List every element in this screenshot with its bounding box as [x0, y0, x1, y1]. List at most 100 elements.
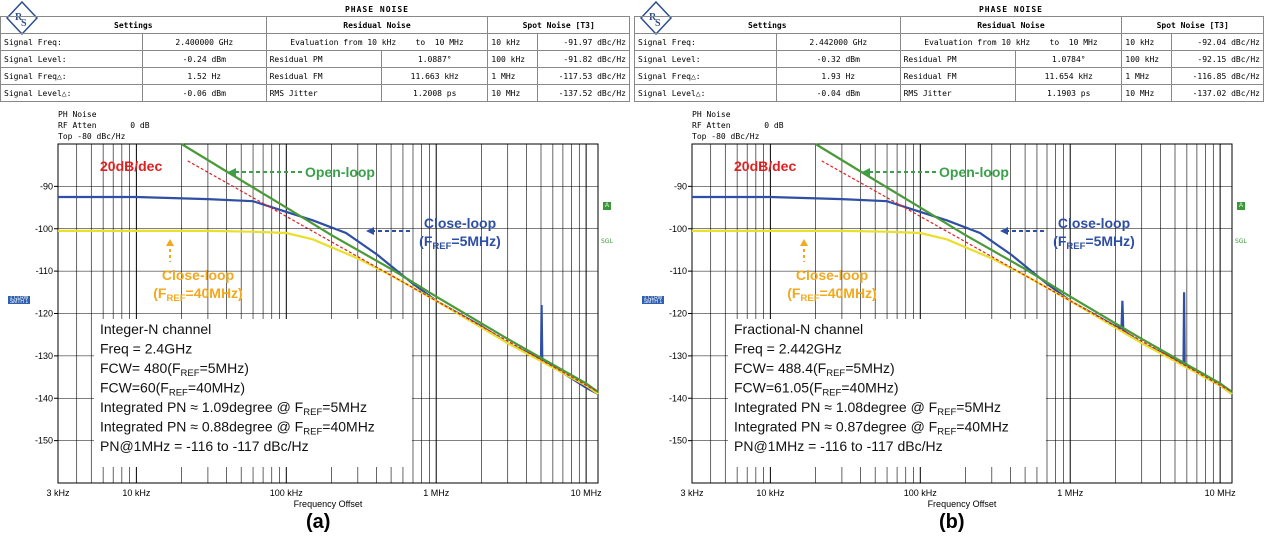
slope-annotation: 20dB/dec: [734, 158, 796, 174]
close40-label-line1: Close-loop: [796, 267, 868, 283]
y-tick-label: -140: [35, 393, 53, 403]
x-axis-label: Frequency Offset: [928, 499, 997, 509]
info-line: PN@1MHz = -116 to -117 dBc/Hz: [100, 438, 309, 454]
close5-label-line1: Close-loop: [1058, 215, 1130, 231]
y-tick-label: -140: [669, 393, 687, 403]
residual-value: 1.2008 ps: [381, 84, 489, 102]
phase-noise-chart: -90 -100 -110 -120 -130 -140 -150 3 kHz 10 kHz 10…: [35, 143, 603, 509]
residual-value: 1.1903 ps: [1015, 84, 1123, 102]
info-line: Freq = 2.442GHz: [734, 341, 842, 357]
spot-freq: 10 MHz: [487, 84, 539, 102]
x-tick-label: 3 kHz: [680, 488, 704, 498]
x-tick-label: 10 MHz: [1205, 488, 1237, 498]
panel-b: R S PHASE NOISE Settings Residual Noise …: [634, 0, 1264, 542]
phase-noise-header: PHASE NOISE Settings Residual Noise Spot…: [634, 3, 1264, 107]
meta-line: PH Noise: [58, 110, 97, 119]
info-line: Integrated PN ≈ 1.09degree @ FREF=5MHz: [100, 399, 367, 418]
info-line: PN@1MHz = -116 to -117 dBc/Hz: [734, 438, 943, 454]
series-line-open: [180, 143, 599, 393]
phase-noise-chart: -90 -100 -110 -120 -130 -140 -150 3 kHz 10 kHz 10…: [669, 143, 1237, 509]
setting-value: -0.06 dBm: [141, 84, 267, 102]
info-line: Integrated PN ≈ 0.88degree @ FREF=40MHz: [100, 419, 375, 438]
spot-value: -137.02 dBc/Hz: [1171, 84, 1264, 102]
series-line-close40: [58, 229, 599, 395]
panel-a: R S PHASE NOISE Settings Residual Noise …: [0, 0, 630, 542]
y-tick-label: -100: [35, 224, 53, 234]
y-tick-label: -110: [670, 266, 687, 276]
y-tick-label: -150: [35, 436, 53, 446]
meta-line: PH Noise: [692, 110, 731, 119]
x-tick-label: 3 kHz: [46, 488, 70, 498]
sgl-marker: SGL: [1235, 238, 1247, 245]
y-tick-label: -100: [669, 224, 687, 234]
close40-label-line2: (FREF=40MHz): [153, 285, 242, 304]
close5-arrowhead: [366, 227, 374, 235]
meta-line: RF Atten 0 dB: [58, 121, 150, 130]
open-loop-label: Open-loop: [305, 164, 375, 180]
meta-line: Top -80 dBc/Hz: [692, 132, 760, 141]
close40-arrowhead: [800, 239, 808, 246]
panel-caption: (a): [306, 511, 331, 533]
slope-annotation: 20dB/dec: [100, 158, 162, 174]
sgl-marker: SGL: [601, 238, 613, 245]
trace-meta: PH Noise RF Atten 0 dB Top -80 dBc/Hz: [692, 109, 784, 142]
trace-mode-badge: 1 CLRW SMTH 1: [642, 295, 664, 305]
trace-mode-badge: 1 CLRW SMTH 1: [8, 295, 30, 305]
info-box: [728, 319, 1046, 467]
info-box: [94, 319, 412, 467]
close40-label-line1: Close-loop: [162, 267, 234, 283]
x-tick-label: 10 kHz: [756, 488, 785, 498]
phase-noise-header: PHASE NOISE Settings Residual Noise Spot…: [0, 3, 630, 107]
y-tick-label: -120: [669, 309, 687, 319]
close5-label-line1: Close-loop: [424, 215, 496, 231]
header-title: PHASE NOISE: [344, 5, 409, 14]
close5-label-line2: (FREF=5MHz): [1053, 233, 1135, 252]
series-line-open: [814, 143, 1233, 393]
y-tick-label: -110: [36, 266, 53, 276]
setting-label: Signal Level△:: [0, 84, 143, 102]
y-tick-label: -120: [35, 309, 53, 319]
close5-arrowhead: [1000, 227, 1008, 235]
y-tick-label: -130: [669, 351, 687, 361]
open-loop-arrowhead: [862, 168, 870, 176]
info-line: FCW=61.05(FREF=40MHz): [734, 380, 899, 399]
info-line: FCW= 488.4(FREF=5MHz): [734, 360, 895, 379]
x-tick-label: 10 MHz: [571, 488, 603, 498]
info-line: FCW=60(FREF=40MHz): [100, 380, 245, 399]
open-loop-label: Open-loop: [939, 164, 1009, 180]
spot-value: -137.52 dBc/Hz: [537, 84, 630, 102]
setting-label: Signal Level△:: [634, 84, 777, 102]
info-line: Integrated PN ≈ 1.08degree @ FREF=5MHz: [734, 399, 1001, 418]
spot-freq: 10 MHz: [1121, 84, 1173, 102]
trace-a-marker: A: [1237, 202, 1245, 210]
info-line: Integer-N channel: [100, 321, 211, 337]
info-line: Freq = 2.4GHz: [100, 341, 192, 357]
x-tick-label: 1 MHz: [1057, 488, 1084, 498]
x-tick-label: 100 kHz: [904, 488, 938, 498]
x-tick-label: 10 kHz: [122, 488, 151, 498]
series-line-slope: [187, 160, 599, 393]
close5-label-line2: (FREF=5MHz): [419, 233, 501, 252]
info-line: Fractional-N channel: [734, 321, 863, 337]
y-tick-label: -130: [35, 351, 53, 361]
info-line: FCW= 480(FREF=5MHz): [100, 360, 249, 379]
y-tick-label: -90: [674, 181, 687, 191]
y-tick-label: -90: [40, 181, 53, 191]
trace-meta: PH Noise RF Atten 0 dB Top -80 dBc/Hz: [58, 109, 150, 142]
close40-arrowhead: [166, 239, 174, 246]
open-loop-arrowhead: [228, 168, 236, 176]
series-line-close40: [692, 229, 1233, 395]
trace-a-marker: A: [603, 202, 611, 210]
y-tick-label: -150: [669, 436, 687, 446]
header-title: PHASE NOISE: [978, 5, 1043, 14]
close40-label-line2: (FREF=40MHz): [787, 285, 876, 304]
x-axis-label: Frequency Offset: [294, 499, 363, 509]
series-line-slope: [821, 160, 1233, 393]
meta-line: Top -80 dBc/Hz: [58, 132, 126, 141]
info-line: Integrated PN ≈ 0.87degree @ FREF=40MHz: [734, 419, 1009, 438]
panel-caption: (b): [939, 511, 965, 533]
x-tick-label: 100 kHz: [270, 488, 304, 498]
meta-line: RF Atten 0 dB: [692, 121, 784, 130]
setting-value: -0.04 dBm: [775, 84, 901, 102]
x-tick-label: 1 MHz: [423, 488, 450, 498]
